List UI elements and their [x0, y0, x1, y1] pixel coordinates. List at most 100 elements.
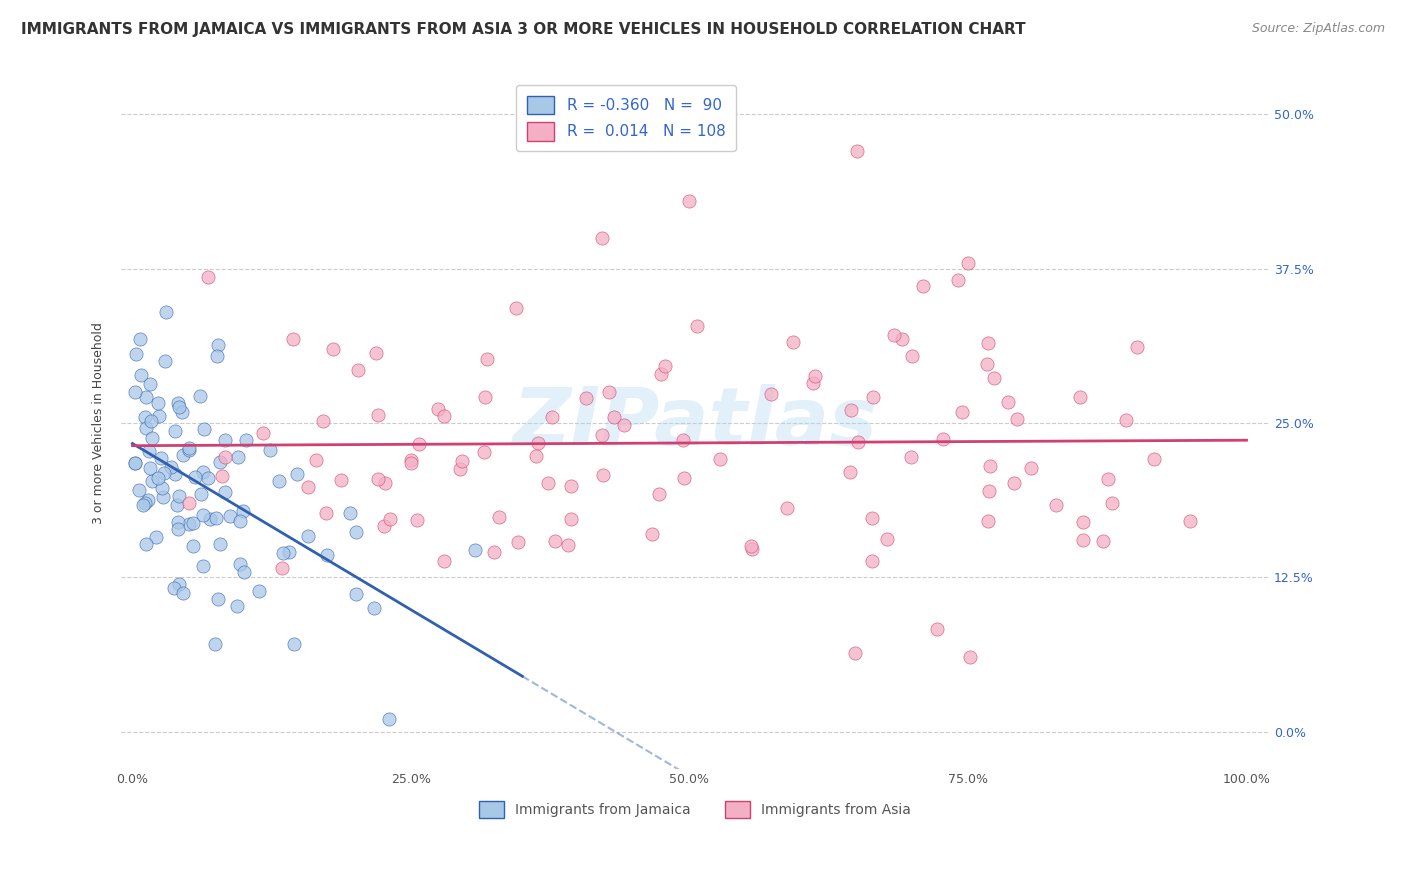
Point: [150, 451, 173, 466]
Point: [845, 145, 868, 159]
Point: [167, 515, 190, 529]
Point: [891, 332, 914, 346]
Point: [977, 514, 1000, 528]
Point: [364, 345, 387, 359]
Point: [204, 637, 226, 651]
Point: [373, 519, 395, 533]
Point: [247, 584, 270, 599]
Point: [138, 460, 160, 475]
Point: [193, 465, 215, 479]
Point: [1092, 533, 1115, 548]
Point: [876, 532, 898, 546]
Point: [1126, 340, 1149, 354]
Point: [134, 496, 156, 510]
Point: [673, 471, 696, 485]
Point: [956, 255, 979, 269]
Point: [524, 449, 547, 463]
Point: [197, 269, 219, 284]
Point: [214, 433, 236, 447]
Point: [177, 516, 200, 531]
Point: [259, 443, 281, 458]
Point: [544, 533, 567, 548]
Text: IMMIGRANTS FROM JAMAICA VS IMMIGRANTS FROM ASIA 3 OR MORE VEHICLES IN HOUSEHOLD : IMMIGRANTS FROM JAMAICA VS IMMIGRANTS FR…: [21, 22, 1026, 37]
Point: [138, 444, 160, 458]
Point: [613, 417, 636, 432]
Point: [464, 543, 486, 558]
Point: [474, 390, 496, 404]
Point: [271, 546, 294, 560]
Point: [1071, 533, 1094, 547]
Point: [686, 319, 709, 334]
Point: [1019, 461, 1042, 475]
Point: [803, 376, 825, 391]
Point: [505, 301, 527, 315]
Point: [214, 450, 236, 464]
Point: [322, 343, 344, 357]
Point: [678, 194, 700, 208]
Point: [433, 409, 456, 423]
Point: [229, 514, 252, 528]
Point: [560, 512, 582, 526]
Point: [167, 400, 190, 414]
Point: [838, 465, 860, 479]
Point: [135, 537, 157, 551]
Point: [983, 371, 1005, 385]
Point: [488, 510, 510, 524]
Point: [1115, 413, 1137, 427]
Point: [226, 599, 249, 613]
Point: [948, 273, 970, 287]
Point: [950, 404, 973, 418]
Point: [709, 452, 731, 467]
Point: [163, 424, 186, 438]
Point: [591, 427, 613, 442]
Point: [1097, 472, 1119, 486]
Point: [138, 376, 160, 391]
Point: [205, 349, 228, 363]
Text: Source: ZipAtlas.com: Source: ZipAtlas.com: [1251, 22, 1385, 36]
Point: [477, 352, 499, 367]
Point: [172, 586, 194, 600]
Point: [200, 512, 222, 526]
Point: [449, 462, 471, 476]
Point: [166, 396, 188, 410]
Point: [155, 305, 177, 319]
Point: [346, 363, 368, 377]
Point: [339, 506, 361, 520]
Point: [181, 516, 204, 530]
Point: [129, 332, 152, 346]
Point: [214, 484, 236, 499]
Point: [232, 504, 254, 518]
Point: [166, 499, 188, 513]
Point: [575, 392, 598, 406]
Point: [846, 434, 869, 449]
Point: [640, 526, 662, 541]
Point: [146, 470, 169, 484]
Point: [374, 475, 396, 490]
Point: [193, 558, 215, 573]
Point: [560, 479, 582, 493]
Point: [900, 349, 922, 363]
Point: [167, 577, 190, 591]
Point: [862, 390, 884, 404]
Point: [860, 511, 883, 525]
Point: [235, 434, 257, 448]
Point: [297, 529, 319, 543]
Point: [135, 390, 157, 404]
Point: [135, 420, 157, 434]
Point: [408, 437, 430, 451]
Point: [146, 395, 169, 409]
Point: [776, 501, 799, 516]
Point: [1069, 390, 1091, 404]
Point: [977, 483, 1000, 498]
Point: [315, 548, 337, 562]
Point: [537, 475, 560, 490]
Point: [741, 541, 763, 556]
Point: [591, 231, 613, 245]
Point: [229, 557, 252, 571]
Legend: Immigrants from Jamaica, Immigrants from Asia: Immigrants from Jamaica, Immigrants from…: [474, 796, 917, 824]
Point: [131, 368, 153, 382]
Point: [226, 450, 249, 464]
Point: [844, 646, 866, 660]
Point: [803, 369, 825, 384]
Point: [124, 385, 146, 400]
